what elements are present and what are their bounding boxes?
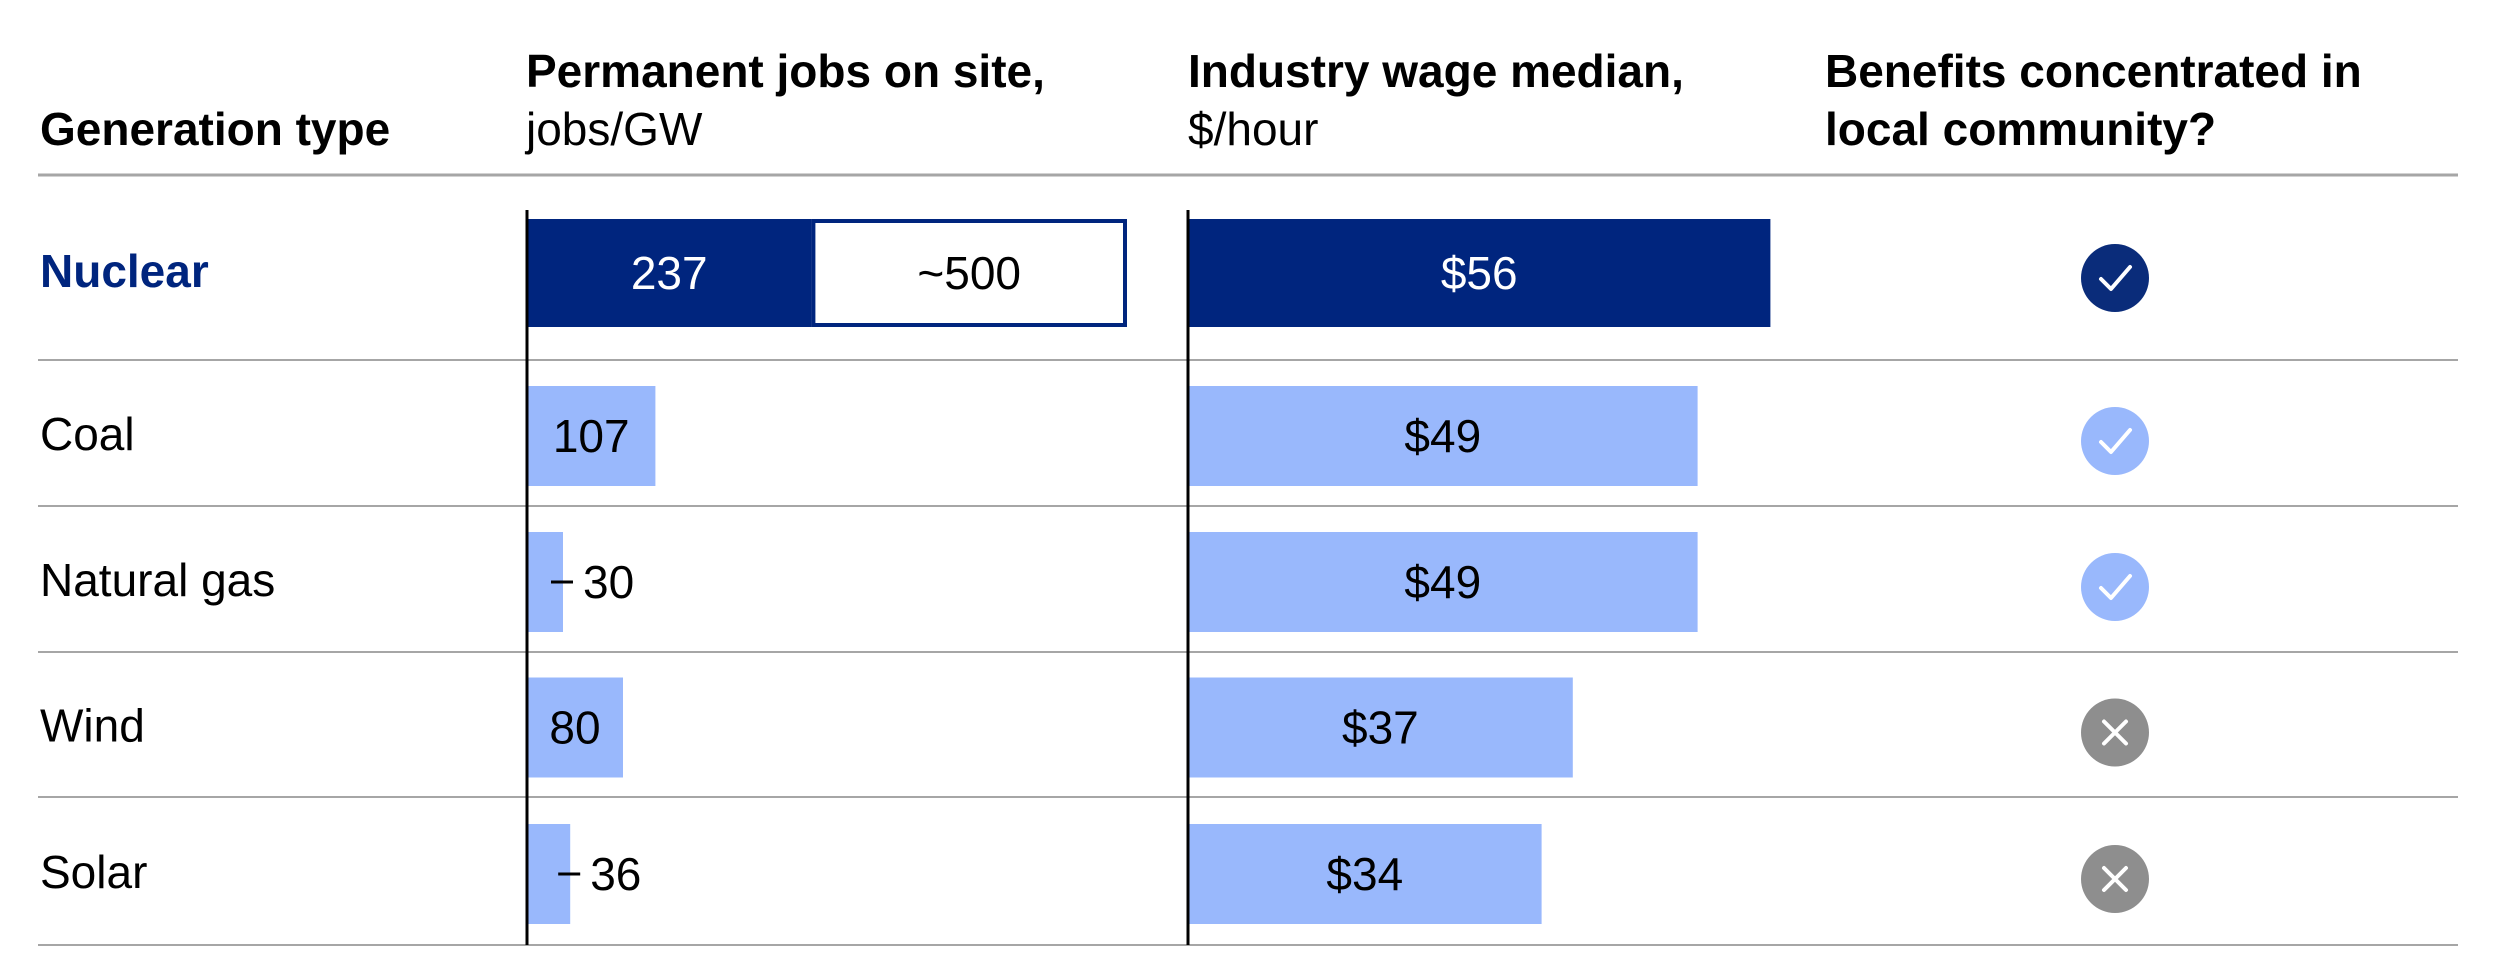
- wage-bar-wind: [1188, 677, 1573, 778]
- jobs-bar-nuclear: [527, 219, 812, 327]
- header-benefits-line2: local community?: [1825, 103, 2216, 155]
- wage-value-label-coal: $49: [1404, 410, 1481, 462]
- jobs-value-label-natural-gas: 30: [583, 556, 634, 608]
- jobs-value-label-wind: 80: [549, 702, 600, 754]
- wage-bar-coal: [1188, 386, 1698, 486]
- category-label-natural-gas: Natural gas: [40, 554, 275, 606]
- check-mark-nuclear: [2099, 265, 2132, 291]
- jobs-bar-wind: [527, 677, 623, 778]
- header-benefits-line1: Benefits concentrated in: [1825, 45, 2362, 97]
- header-wage-unit: $/hour: [1188, 103, 1318, 155]
- check-icon-nuclear: [2081, 244, 2149, 312]
- check-mark-coal: [2099, 428, 2132, 454]
- chart-rows: Nuclear 237 ~500 $56 Coal 107 $49 Natural gas 30…: [38, 219, 2458, 946]
- category-label-solar: Solar: [40, 846, 147, 898]
- category-label-nuclear: Nuclear: [40, 245, 209, 297]
- wage-value-label-nuclear: $56: [1441, 247, 1518, 299]
- wage-value-label-natural-gas: $49: [1404, 556, 1481, 608]
- jobs-extension-bar-nuclear: [811, 219, 1128, 327]
- jobs-extension-label-nuclear: ~500: [917, 247, 1021, 299]
- header-generation-type: Generation type: [40, 103, 390, 155]
- jobs-value-label-solar: 36: [590, 848, 641, 900]
- wage-bar-natural-gas: [1188, 532, 1698, 632]
- check-icon-coal: [2081, 407, 2149, 475]
- wage-value-label-solar: $34: [1326, 848, 1403, 900]
- check-mark-natural-gas: [2099, 574, 2132, 600]
- jobs-value-label-nuclear: 237: [631, 247, 708, 299]
- wage-bar-solar: [1188, 824, 1542, 924]
- header-wage-title: Industry wage median,: [1188, 45, 1684, 97]
- header-jobs-title: Permanent jobs on site,: [526, 45, 1045, 97]
- jobs-bar-coal: [527, 386, 656, 486]
- cross-mark-solar: [2102, 866, 2128, 892]
- category-label-wind: Wind: [40, 700, 145, 752]
- category-label-coal: Coal: [40, 408, 135, 460]
- check-icon-natural-gas: [2081, 553, 2149, 621]
- jobs-value-label-coal: 107: [553, 410, 630, 462]
- wage-value-label-wind: $37: [1342, 702, 1419, 754]
- cross-mark-wind: [2102, 719, 2128, 746]
- header-jobs-unit: jobs/GW: [524, 103, 703, 155]
- wage-bar-nuclear: [1188, 219, 1771, 327]
